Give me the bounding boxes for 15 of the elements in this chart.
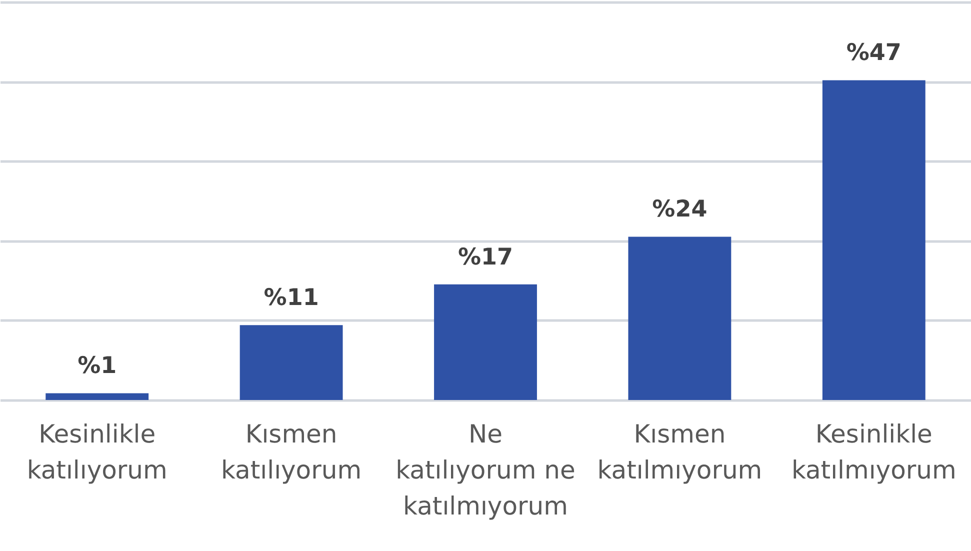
x-tick-label: Kısmen katılıyorum — [221, 420, 362, 484]
bar — [240, 325, 343, 400]
x-tick-label: Ne katılıyorum ne katılmıyorum — [396, 420, 576, 520]
data-label: %1 — [78, 353, 117, 380]
data-label: %24 — [652, 196, 708, 223]
x-tick-label: Kesinlikle katılıyorum — [26, 420, 168, 484]
bar — [822, 80, 926, 400]
x-tick-label: Kesinlikle katılmıyorum — [791, 420, 956, 484]
data-label: %17 — [458, 244, 514, 270]
bar — [46, 393, 149, 400]
bar — [434, 284, 537, 400]
x-tick-label: Kısmen katılmıyorum — [597, 420, 762, 484]
data-label: %11 — [264, 285, 319, 312]
bar — [628, 236, 732, 400]
data-label: %47 — [846, 40, 902, 66]
